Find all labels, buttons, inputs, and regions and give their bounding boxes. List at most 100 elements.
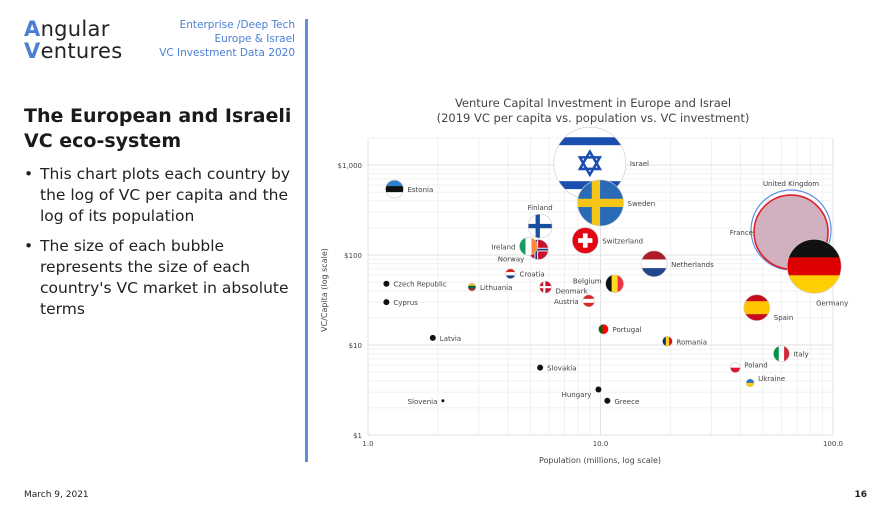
flag-estonia: [385, 180, 404, 199]
flag-denmark: [539, 281, 552, 294]
bubble-netherlands: [640, 250, 668, 278]
bubble-border-croatia: [505, 268, 516, 280]
label-switzerland: Switzerland: [602, 238, 643, 246]
label-slovakia: Slovakia: [547, 365, 576, 373]
flag-italy: [773, 345, 790, 362]
bullet-list: • This chart plots each country by the lo…: [22, 164, 302, 329]
bubble-border-spain: [743, 294, 771, 321]
bubble-switzerland: [571, 227, 599, 254]
bullet-item: • The size of each bubble represents the …: [22, 236, 302, 320]
bubble-latvia: [429, 334, 436, 341]
vc-bubble-chart: Venture Capital Investment in Europe and…: [320, 96, 848, 465]
bubble-czech-republic: [383, 280, 390, 287]
bubble-border-romania: [662, 336, 673, 347]
bubble-hungary: [595, 386, 602, 393]
label-slovenia: Slovenia: [408, 398, 438, 406]
flag-spain: [743, 294, 770, 321]
label-spain: Spain: [774, 314, 794, 322]
angular-ventures-logo: Angular Ventures: [24, 18, 122, 62]
bullet-item: • This chart plots each country by the lo…: [22, 164, 302, 227]
label-poland: Poland: [744, 361, 767, 369]
label-hungary: Hungary: [562, 391, 592, 399]
label-belgium: Belgium: [573, 277, 602, 285]
bubble-austria: [582, 294, 596, 308]
tagline: Enterprise /Deep Tech Europe & Israel VC…: [140, 18, 295, 60]
tagline-line-1: Enterprise /Deep Tech: [179, 19, 295, 31]
label-portugal: Portugal: [612, 326, 641, 334]
flag-netherlands: [641, 250, 668, 277]
bubble-cyprus: [383, 299, 390, 306]
bullet-text: This chart plots each country by the log…: [40, 165, 291, 225]
bubble-estonia: [385, 179, 404, 199]
flag-portugal: [598, 324, 609, 335]
bubble-dot-slovakia: [537, 364, 544, 371]
bubble-border-poland: [729, 362, 741, 373]
bubble-dot-cyprus: [383, 299, 390, 306]
flag-belgium: [605, 274, 624, 293]
slide-title: The European and Israeli VC eco-system: [24, 105, 292, 152]
page-number: 16: [854, 490, 867, 500]
logo-initial-v: V: [24, 39, 41, 63]
flag-ukraine: [746, 378, 755, 387]
logo-word-ventures: entures: [40, 39, 123, 63]
label-france: France: [730, 229, 753, 237]
bubble-ireland: [519, 237, 538, 256]
bubble-border-belgium: [605, 274, 624, 294]
y-axis-label: VC/Capita (log scale): [320, 248, 329, 332]
bubble-ukraine: [745, 378, 755, 388]
bubble-sweden: [577, 179, 624, 227]
bubble-italy: [773, 345, 790, 363]
label-ireland: Ireland: [491, 243, 515, 251]
bubble-finland: [527, 213, 553, 239]
label-sweden: Sweden: [628, 200, 656, 208]
label-romania: Romania: [676, 338, 707, 346]
flag-croatia: [505, 268, 516, 279]
flag-ireland: [519, 237, 538, 256]
label-netherlands: Netherlands: [671, 261, 714, 269]
label-lithuania: Lithuania: [480, 284, 512, 292]
x-tick-label: 10.0: [593, 440, 609, 448]
flag-germany: [787, 239, 842, 294]
bubble-croatia: [505, 268, 516, 280]
bubble-dot-greece: [604, 397, 611, 404]
bubble-border-netherlands: [640, 250, 668, 278]
chart-axes: 1.0 10.0 100.0 $1 $10 $100 $1,000: [338, 162, 844, 448]
bubble-spain: [743, 294, 771, 321]
bubble-border-ireland: [519, 237, 538, 256]
chart-subtitle: (2019 VC per capita vs. population vs. V…: [437, 111, 750, 125]
bubble-greece: [604, 397, 611, 404]
bubble-dot-czech-republic: [383, 280, 390, 287]
logo-initial-a: A: [24, 17, 41, 41]
label-denmark: Denmark: [555, 288, 588, 296]
flag-finland: [528, 214, 553, 239]
label-finland: Finland: [528, 204, 553, 212]
label-ukraine: Ukraine: [758, 375, 785, 383]
label-estonia: Estonia: [407, 186, 433, 194]
y-tick-label: $1,000: [338, 162, 363, 170]
chart-title: Venture Capital Investment in Europe and…: [455, 96, 731, 110]
label-croatia: Croatia: [519, 271, 544, 279]
footer-date: March 9, 2021: [24, 490, 89, 500]
chart-points: Israel Sweden United Kingdom France Germany E…: [383, 126, 848, 406]
bubble-border-denmark: [539, 280, 552, 294]
flag-sweden: [577, 179, 624, 226]
bubble-border-germany: [786, 238, 842, 294]
label-greece: Greece: [614, 398, 639, 406]
bubble-lithuania: [467, 282, 477, 292]
bubble-dot-latvia: [429, 334, 436, 341]
flag-austria: [582, 294, 595, 307]
bubble-germany: [786, 238, 842, 294]
label-czech-republic: Czech Republic: [393, 281, 446, 289]
bullet-text: The size of each bubble represents the s…: [40, 237, 289, 318]
bubble-border-italy: [773, 345, 790, 363]
label-austria: Austria: [554, 298, 579, 306]
bubble-dot-hungary: [595, 386, 602, 393]
y-tick-label: $1: [353, 432, 362, 440]
bubble-border-estonia: [385, 179, 404, 199]
bubble-slovakia: [537, 364, 544, 371]
y-tick-label: $10: [349, 342, 362, 350]
bubble-poland: [729, 362, 741, 373]
label-norway: Norway: [498, 256, 525, 264]
bubble-border-austria: [582, 294, 596, 308]
label-italy: Italy: [793, 351, 808, 359]
